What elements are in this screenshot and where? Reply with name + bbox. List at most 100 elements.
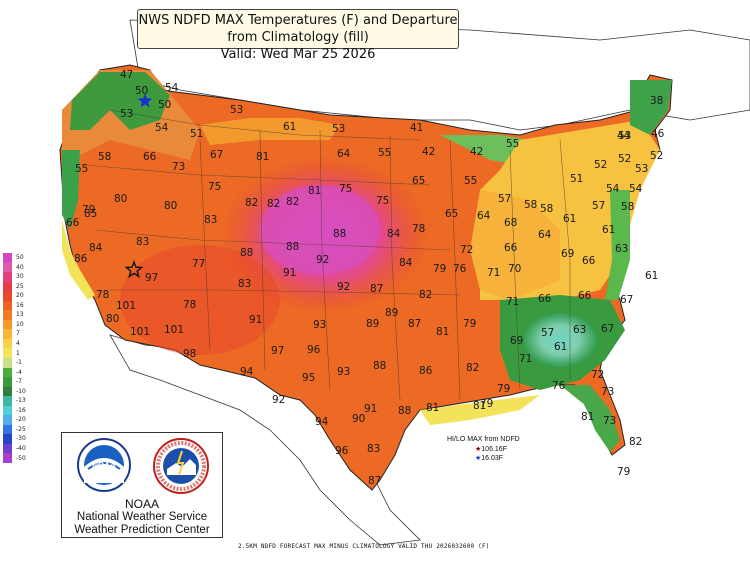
temperature-label: 101 (130, 326, 150, 338)
temperature-label: 63 (615, 243, 628, 255)
logo-noaa-label: NOAA (124, 497, 159, 511)
temperature-label: 41 (410, 122, 423, 134)
temperature-label: 72 (591, 369, 604, 381)
temperature-label: 94 (315, 416, 329, 428)
temperature-label: 88 (373, 360, 386, 372)
temperature-label: 42 (470, 146, 483, 158)
temperature-label: 81 (473, 400, 486, 412)
temperature-label: 53 (618, 130, 631, 142)
logo-wpc-label: Weather Prediction Center (74, 524, 210, 536)
agency-logo-box: NOAA NOAA National Weather Service Weath… (61, 432, 223, 538)
temperature-label: 89 (385, 307, 398, 319)
temperature-label: 79 (463, 318, 476, 330)
temperature-label: 82 (629, 436, 642, 448)
temperature-label: 55 (378, 147, 391, 159)
temperature-label: 72 (460, 244, 473, 256)
temperature-label: 63 (573, 324, 586, 336)
pnw-green (70, 72, 170, 130)
temperature-label: 61 (645, 270, 658, 282)
colorbar-label: -40 (16, 445, 26, 452)
temperature-label: 57 (498, 193, 511, 205)
temperature-label: 54 (629, 183, 643, 195)
temperature-label: 78 (183, 299, 196, 311)
low-value: 16.03F (481, 455, 504, 462)
temperature-label: 92 (272, 394, 285, 406)
colorbar-swatch (3, 386, 12, 397)
map-title: NWS NDFD MAX Temperatures (F) and Depart… (137, 9, 459, 62)
temperature-label: 84 (387, 228, 401, 240)
colorbar-swatch (3, 358, 12, 368)
temperature-label: 64 (538, 229, 552, 241)
colorbar-swatch (3, 396, 12, 406)
temperature-label: 71 (506, 296, 519, 308)
temperature-label: 50 (135, 85, 148, 97)
temperature-label: 53 (230, 104, 243, 116)
colorbar-swatch (3, 291, 12, 301)
temperature-label: 61 (283, 121, 296, 133)
colorbar-swatch (3, 262, 12, 273)
temperature-label: 38 (650, 95, 663, 107)
temperature-label: 79 (433, 263, 446, 275)
ne-green (630, 80, 672, 135)
temperature-label: 97 (145, 272, 158, 284)
title-line-1: NWS NDFD MAX Temperatures (F) and Depart… (138, 13, 458, 45)
temperature-label: 82 (267, 198, 280, 210)
southeast-cool-core (522, 312, 598, 368)
temperature-label: 73 (603, 415, 616, 427)
temperature-label: 91 (249, 314, 262, 326)
west-coast-yellow (62, 220, 95, 300)
temperature-label: 52 (650, 150, 663, 162)
colorbar-label: -20 (16, 416, 26, 424)
hilo-legend: HI/LO MAX from NDFD ★106.16F ★16.03F (447, 436, 520, 463)
hilo-heading: HI/LO MAX from NDFD (447, 436, 520, 443)
temperature-label: 87 (368, 475, 381, 487)
temperature-label: 67 (210, 149, 223, 161)
logo-nws-label: National Weather Service (76, 511, 208, 523)
southwest-red (120, 245, 280, 355)
colorbar-swatch (3, 434, 12, 444)
temperature-label: 69 (561, 248, 574, 260)
temperature-label: 81 (308, 185, 321, 197)
temperature-label: 84 (399, 257, 413, 269)
nws-logo-icon (153, 438, 209, 494)
temperature-label: 81 (581, 411, 594, 423)
temperature-label: 71 (519, 353, 532, 365)
temperature-label: 55 (506, 138, 519, 150)
temperature-label: 53 (120, 108, 133, 120)
temperature-label: 58 (621, 201, 634, 213)
colorbar-swatch (3, 348, 12, 359)
colorbar-label: -25 (16, 425, 26, 433)
temperature-label: 90 (352, 413, 365, 425)
temperature-label: 83 (367, 443, 380, 455)
florida-green (560, 385, 620, 452)
temperature-label: 47 (120, 69, 133, 81)
colorbar-swatch (3, 453, 12, 464)
colorbar-label: -50 (16, 454, 26, 462)
temperature-label: 51 (570, 173, 583, 185)
temperature-label: 79 (497, 383, 510, 395)
pnw-coast-green (62, 150, 80, 230)
temperature-label: 84 (89, 242, 103, 254)
temperature-label: 66 (66, 217, 80, 229)
state-lines (84, 109, 571, 401)
temperature-label: 91 (364, 403, 377, 415)
footer-caption: 2.5KM NDFD FORECAST MAX MINUS CLIMATOLOG… (238, 543, 490, 550)
mid-yellow (470, 190, 560, 300)
temperature-label: 79 (82, 204, 95, 216)
temperature-label: 96 (307, 344, 321, 356)
temperature-label: 78 (412, 223, 425, 235)
temperature-label: 50 (158, 99, 171, 111)
temperature-label: 87 (408, 318, 421, 330)
temperature-label: 88 (333, 228, 346, 240)
colorbar-swatch (3, 405, 12, 416)
colorbar-swatch (3, 253, 12, 263)
temperature-label: 53 (332, 123, 345, 135)
colorbar-label: -13 (16, 397, 26, 405)
temperature-label: 81 (426, 402, 439, 414)
temperature-label: 83 (136, 236, 149, 248)
temperature-label: 58 (540, 203, 553, 215)
temperature-label: 94 (240, 366, 254, 378)
colorbar-swatch (3, 367, 12, 378)
temperature-label: 61 (554, 341, 567, 353)
temperature-label: 44 (617, 130, 631, 142)
